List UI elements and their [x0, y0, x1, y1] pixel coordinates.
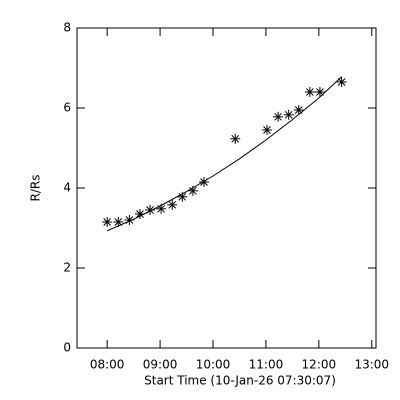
y-tick-label: 2: [63, 261, 71, 275]
asterisk-stroke: [274, 112, 282, 121]
asterisk-stroke: [231, 134, 240, 143]
data-point: [304, 87, 315, 97]
x-tick-label: 08:00: [90, 358, 125, 372]
y-tick-label: 0: [63, 341, 71, 355]
x-tick-label: 13:00: [354, 358, 389, 372]
asterisk-stroke: [178, 192, 187, 201]
data-point: [230, 133, 241, 144]
data-point: [293, 105, 304, 115]
data-point: [145, 205, 156, 215]
asterisk-stroke: [337, 78, 346, 86]
asterisk-stroke: [136, 210, 144, 218]
asterisk-stroke: [168, 200, 177, 209]
data-point: [261, 125, 272, 135]
y-tick-label: 4: [63, 181, 71, 195]
data-point: [177, 191, 188, 202]
data-point: [113, 217, 124, 227]
y-tick-label: 8: [63, 21, 71, 35]
asterisk-stroke: [114, 218, 123, 226]
data-point: [283, 109, 294, 120]
asterisk-stroke: [157, 204, 165, 213]
x-axis-label: Start Time (10-Jan-26 07:30:07): [144, 374, 336, 388]
x-tick-label: 10:00: [196, 358, 231, 372]
asterisk-stroke: [263, 126, 271, 134]
data-point: [314, 87, 325, 97]
data-point: [199, 177, 210, 187]
asterisk-stroke: [294, 106, 303, 114]
data-point: [134, 209, 145, 219]
data-point: [273, 111, 284, 122]
asterisk-stroke: [189, 186, 197, 195]
y-tick-label: 6: [63, 101, 71, 115]
y-axis-label: R/Rs: [29, 175, 43, 202]
asterisk-stroke: [305, 88, 314, 96]
fit-line: [106, 76, 342, 232]
asterisk-stroke: [284, 110, 293, 119]
x-tick-label: 11:00: [249, 358, 284, 372]
asterisk-stroke: [316, 88, 324, 96]
x-tick-label: 12:00: [302, 358, 337, 372]
data-point: [167, 199, 178, 210]
data-point: [102, 217, 113, 227]
asterisk-stroke: [103, 218, 112, 226]
data-point: [336, 77, 347, 87]
x-tick-label: 09:00: [143, 358, 178, 372]
